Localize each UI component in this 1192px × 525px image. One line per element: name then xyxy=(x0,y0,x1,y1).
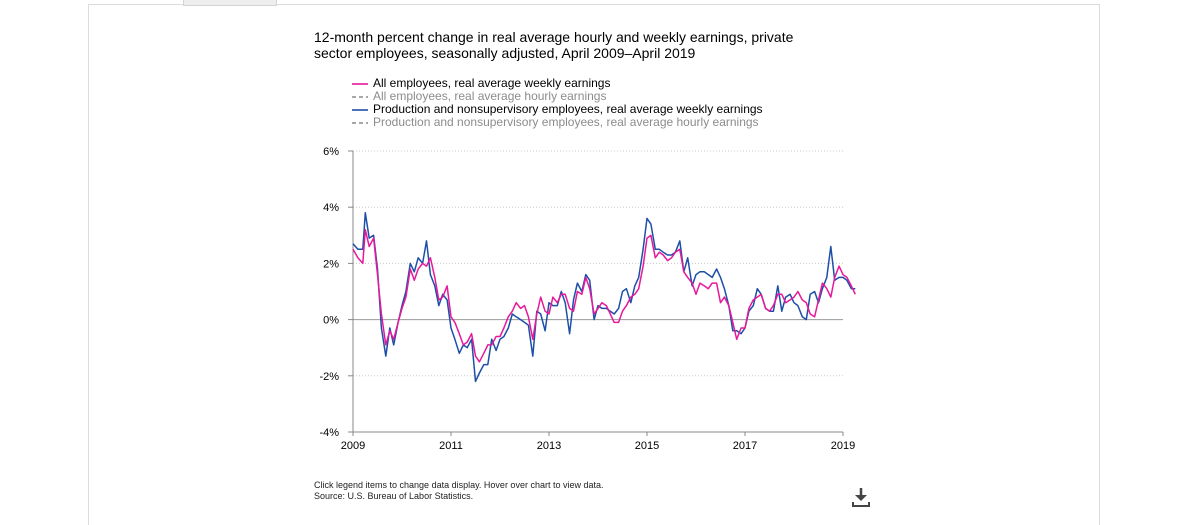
chart-footnote: Click legend items to change data displa… xyxy=(314,480,603,502)
download-icon xyxy=(852,488,870,507)
chart-title-line-2: sector employees, seasonally adjusted, A… xyxy=(314,45,696,61)
y-axis-ticks: 6% 4% 2% 0% -2% -4% xyxy=(319,146,353,439)
legend-label: All employees, real average hourly earni… xyxy=(373,89,607,103)
legend-item-4[interactable]: Production and nonsupervisory employees,… xyxy=(352,116,763,129)
series-line-3[interactable] xyxy=(352,212,856,383)
line-chart[interactable]: 6% 4% 2% 0% -2% -4% 2009 2011 2013 2015 2017 2019 xyxy=(300,140,860,460)
chart-title: 12-month percent change in real average … xyxy=(314,29,834,61)
panel-tab[interactable] xyxy=(183,0,277,6)
legend-swatch xyxy=(352,95,368,99)
legend-swatch xyxy=(352,121,368,125)
source-text: Source: U.S. Bureau of Labor Statistics. xyxy=(314,491,474,501)
legend-label: Production and nonsupervisory employees,… xyxy=(373,102,763,116)
x-tick-label: 2011 xyxy=(439,440,463,452)
y-tick-label: -4% xyxy=(319,427,339,439)
legend-swatch xyxy=(352,108,368,112)
series-line-1[interactable] xyxy=(352,228,856,363)
x-tick-label: 2013 xyxy=(537,440,561,452)
legend-item-3[interactable]: Production and nonsupervisory employees,… xyxy=(352,103,763,116)
gridlines xyxy=(353,150,843,377)
y-tick-label: 2% xyxy=(323,258,339,270)
x-tick-label: 2017 xyxy=(733,440,757,452)
series-lines xyxy=(352,212,856,383)
y-tick-label: 4% xyxy=(323,202,339,214)
x-tick-label: 2009 xyxy=(341,440,365,452)
legend-swatch xyxy=(352,82,368,86)
legend-label: All employees, real average weekly earni… xyxy=(373,76,611,90)
x-tick-label: 2015 xyxy=(635,440,659,452)
x-tick-label: 2019 xyxy=(831,440,855,452)
y-tick-label: -2% xyxy=(319,371,339,383)
y-tick-label: 6% xyxy=(323,146,339,158)
instructions-text: Click legend items to change data displa… xyxy=(314,480,604,490)
chart-legend: All employees, real average weekly earni… xyxy=(352,77,763,129)
download-button[interactable] xyxy=(850,486,872,508)
chart-panel xyxy=(88,4,1100,525)
legend-item-1[interactable]: All employees, real average weekly earni… xyxy=(352,77,763,90)
legend-item-2[interactable]: All employees, real average hourly earni… xyxy=(352,90,763,103)
y-tick-label: 0% xyxy=(323,315,339,327)
legend-label: Production and nonsupervisory employees,… xyxy=(373,115,759,129)
x-axis-ticks: 2009 2011 2013 2015 2017 2019 xyxy=(341,432,855,452)
chart-title-line-1: 12-month percent change in real average … xyxy=(314,29,794,45)
